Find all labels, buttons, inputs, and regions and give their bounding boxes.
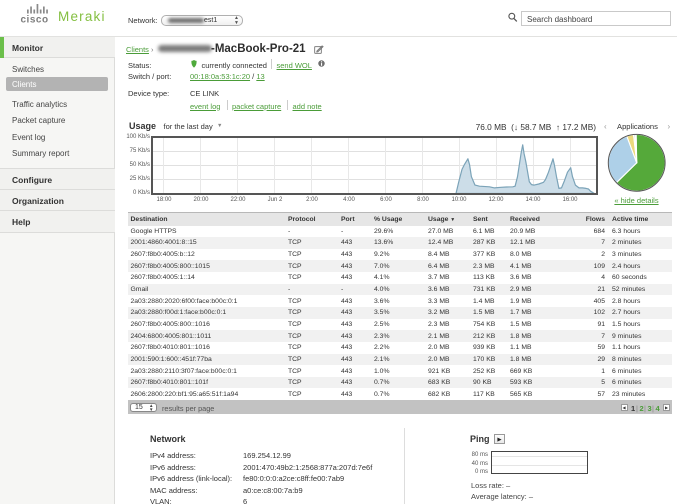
svg-text:cisco: cisco: [21, 15, 49, 26]
